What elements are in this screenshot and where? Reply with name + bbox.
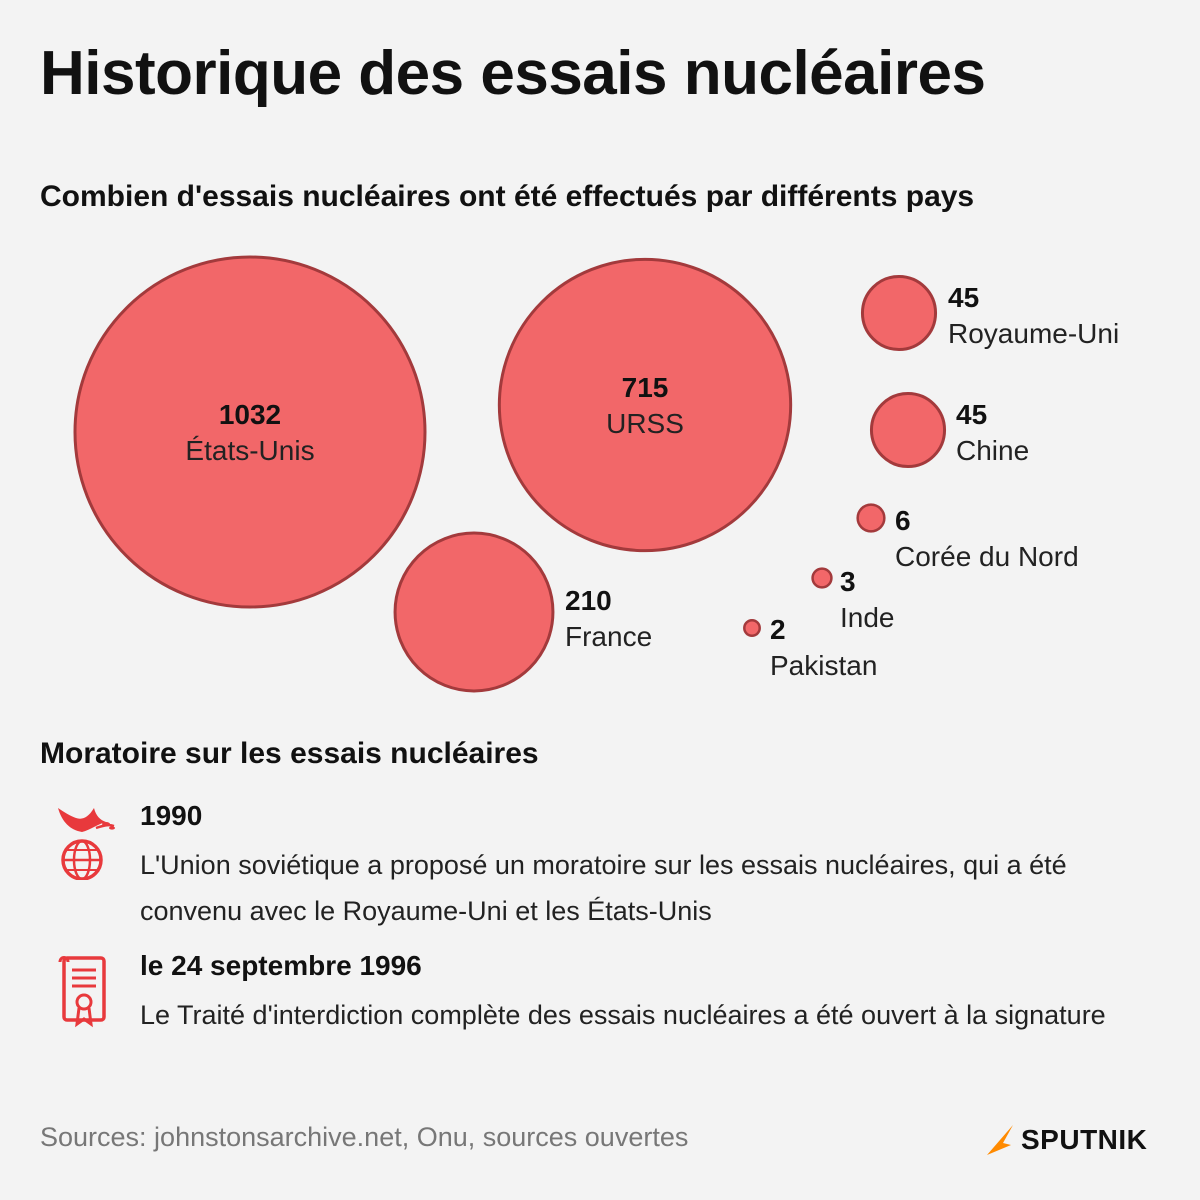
brand-name: SPUTNIK <box>1021 1124 1148 1155</box>
bubble-country-label: URSS <box>606 408 684 439</box>
bubble-country-label: Corée du Nord <box>895 541 1079 572</box>
bubble-country-label: Inde <box>840 602 895 633</box>
bubble-cor-e-du-nord <box>856 503 886 533</box>
bubble--tats-unis <box>73 255 427 609</box>
event-text: L'Union soviétique a proposé un moratoir… <box>140 850 1067 926</box>
bubble-value-label: 2 <box>770 614 786 645</box>
bubble-value-label: 45 <box>956 399 987 430</box>
bubble-royaume-uni <box>860 274 938 352</box>
bubble-country-label: Pakistan <box>770 650 877 681</box>
event-text: Le Traité d'interdiction complète des es… <box>140 1000 1106 1030</box>
event-date: le 24 septembre 1996 <box>140 950 422 981</box>
event-date: 1990 <box>140 800 203 831</box>
bubble-country-label: France <box>565 621 652 652</box>
bubble-urss <box>497 257 793 553</box>
bubble-value-label: 3 <box>840 566 856 597</box>
bubble-value-label: 6 <box>895 505 911 536</box>
bubble-value-label: 45 <box>948 282 979 313</box>
bubble-country-label: Chine <box>956 435 1029 466</box>
bubble-value-label: 210 <box>565 585 612 616</box>
moratorium-title: Moratoire sur les essais nucléaires <box>40 737 539 770</box>
bubble-value-label: 1032 <box>219 399 281 430</box>
bubble-france <box>393 531 555 693</box>
treaty-document-icon <box>58 956 106 1028</box>
chart-title: Combien d'essais nucléaires ont été effe… <box>40 180 975 213</box>
sputnik-logo-icon <box>987 1125 1013 1155</box>
bubble-chine <box>869 391 947 469</box>
bubble-country-label: Royaume-Uni <box>948 318 1119 349</box>
dove-globe-icon <box>58 808 115 880</box>
bubble-value-label: 715 <box>622 372 669 403</box>
sources-note: Sources: johnstonsarchive.net, Onu, sour… <box>40 1122 689 1152</box>
bubble-pakistan <box>743 619 761 637</box>
bubble-inde <box>811 567 833 589</box>
page-title: Historique des essais nucléaires <box>40 39 986 108</box>
bubble-chart: 1032 États-Unis 715 URSS 210 France 45 Royaume-… <box>73 255 1119 693</box>
brand-logo: SPUTNIK <box>985 1116 1147 1164</box>
bubble-country-label: États-Unis <box>185 435 314 466</box>
